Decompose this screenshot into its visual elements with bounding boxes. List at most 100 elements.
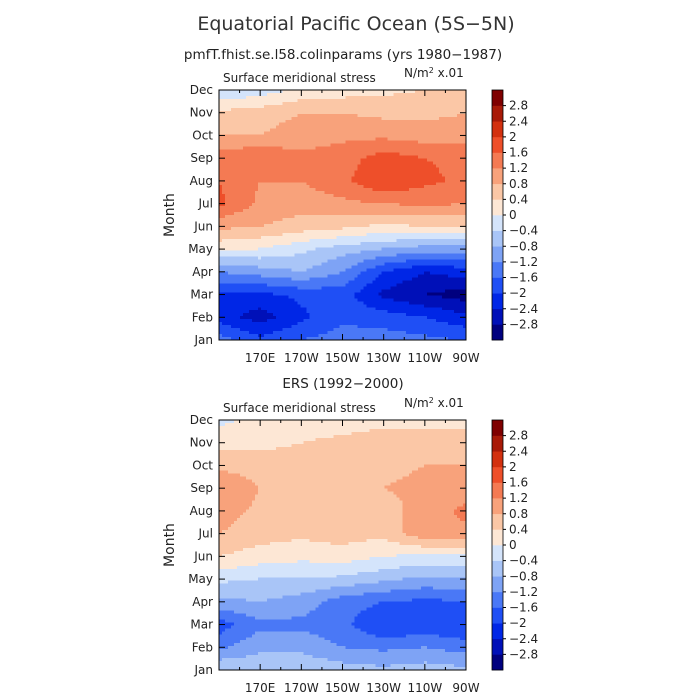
heatmap-cell <box>387 140 392 145</box>
heatmap-cell <box>456 149 461 154</box>
heatmap-cell <box>327 122 332 127</box>
heatmap-cell <box>234 170 238 174</box>
heatmap-cell <box>408 98 413 103</box>
heatmap-cell <box>252 188 256 192</box>
heatmap-cell <box>342 104 347 109</box>
heatmap-cell <box>243 173 247 177</box>
heatmap-cell <box>309 131 313 136</box>
heatmap-cell <box>303 116 307 121</box>
heatmap-cell <box>276 238 280 243</box>
heatmap-cell <box>291 185 295 189</box>
heatmap-cell <box>261 220 265 225</box>
heatmap-cell <box>441 134 446 139</box>
heatmap-cell <box>399 113 404 118</box>
heatmap-cell <box>420 104 425 109</box>
heatmap-cell <box>237 146 241 151</box>
heatmap-cell <box>408 176 413 180</box>
heatmap-cell <box>378 167 383 171</box>
heatmap-cell <box>237 206 241 210</box>
heatmap-cell <box>315 232 319 237</box>
heatmap-cell <box>309 104 313 109</box>
heatmap-cell <box>309 232 313 237</box>
heatmap-cell <box>333 185 338 189</box>
heatmap-cell <box>348 155 353 160</box>
heatmap-cell <box>357 92 362 97</box>
heatmap-cell <box>441 220 446 225</box>
heatmap-cell <box>339 140 344 145</box>
heatmap-cell <box>387 226 392 231</box>
heatmap-cell <box>348 226 353 231</box>
heatmap-cell <box>348 220 353 225</box>
heatmap-cell <box>303 149 307 154</box>
heatmap-cell <box>267 110 271 115</box>
heatmap-cell <box>372 203 377 207</box>
heatmap-cell <box>252 116 256 121</box>
heatmap-cell <box>336 155 341 160</box>
heatmap-cell <box>351 131 356 136</box>
heatmap-cell <box>369 223 374 228</box>
heatmap-cell <box>342 113 347 118</box>
heatmap-cell <box>387 179 392 183</box>
heatmap-cell <box>438 229 443 234</box>
heatmap-cell <box>360 149 365 154</box>
heatmap-cell <box>321 149 326 154</box>
heatmap-cell <box>393 92 398 97</box>
heatmap-cell <box>336 206 341 210</box>
heatmap-cell <box>462 197 467 201</box>
heatmap-cell <box>237 122 241 127</box>
heatmap-cell <box>222 212 226 216</box>
heatmap-cell <box>237 241 241 246</box>
heatmap-cell <box>441 158 446 163</box>
heatmap-cell <box>447 203 452 207</box>
heatmap-cell <box>240 203 244 207</box>
heatmap-cell <box>372 232 377 237</box>
heatmap-cell <box>261 215 265 219</box>
heatmap-cell <box>339 119 344 124</box>
heatmap-cell <box>303 110 307 115</box>
heatmap-cell <box>285 92 289 97</box>
heatmap-cell <box>267 134 271 139</box>
heatmap-cell <box>411 232 416 237</box>
heatmap-cell <box>348 146 353 151</box>
heatmap-cell <box>360 134 365 139</box>
heatmap-cell <box>450 241 455 246</box>
heatmap-cell <box>456 164 461 168</box>
heatmap-cell <box>360 209 365 213</box>
heatmap-cell <box>396 110 401 115</box>
heatmap-cell <box>354 182 359 186</box>
heatmap-cell <box>321 90 326 94</box>
heatmap-cell <box>327 238 332 243</box>
heatmap-cell <box>450 176 455 180</box>
heatmap-cell <box>372 170 377 174</box>
heatmap-cell <box>390 164 395 168</box>
heatmap-cell <box>237 143 241 148</box>
heatmap-cell <box>351 170 356 174</box>
heatmap-cell <box>252 149 256 154</box>
heatmap-cell <box>429 149 434 154</box>
heatmap-cell <box>309 185 313 189</box>
heatmap-cell <box>447 149 452 154</box>
heatmap-cell <box>261 134 265 139</box>
heatmap-cell <box>390 188 395 192</box>
heatmap-cell <box>300 235 304 240</box>
heatmap-cell <box>246 176 250 180</box>
heatmap-cell <box>249 158 253 163</box>
heatmap-cell <box>306 215 310 219</box>
heatmap-cell <box>357 173 362 177</box>
heatmap-cell <box>312 217 316 222</box>
heatmap-cell <box>354 125 359 130</box>
heatmap-cell <box>357 191 362 195</box>
heatmap-cell <box>291 116 295 121</box>
heatmap-cell <box>276 149 280 154</box>
heatmap-cell <box>300 188 304 192</box>
heatmap-cell <box>246 170 250 174</box>
heatmap-cell <box>381 137 386 142</box>
heatmap-cell <box>330 116 335 121</box>
heatmap-cell <box>246 128 250 133</box>
heatmap-cell <box>252 229 256 234</box>
heatmap-cell <box>273 217 277 222</box>
heatmap-cell <box>384 241 389 246</box>
heatmap-cell <box>252 158 256 163</box>
heatmap-cell <box>423 134 428 139</box>
heatmap-cell <box>441 197 446 201</box>
